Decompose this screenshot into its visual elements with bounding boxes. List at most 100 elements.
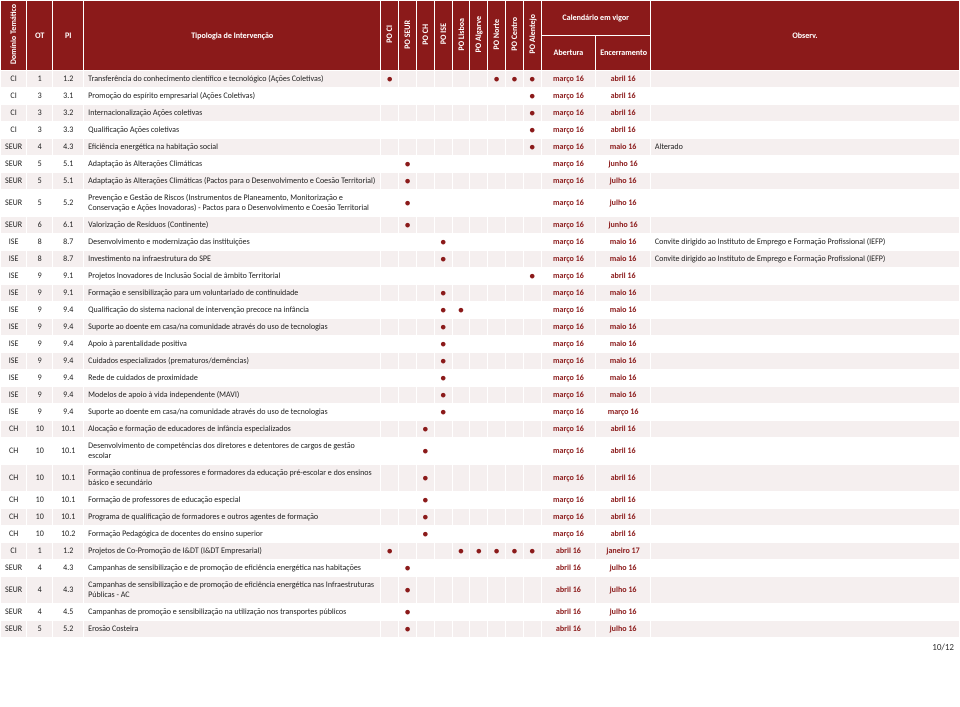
po-marker bbox=[452, 285, 470, 302]
obs-cell bbox=[650, 421, 959, 438]
po-marker: ● bbox=[434, 336, 452, 353]
table-row: ISE99.4Cuidados especializados (prematur… bbox=[1, 353, 960, 370]
po-marker bbox=[505, 319, 523, 336]
cell: ISE bbox=[1, 251, 27, 268]
table-header: Domínio Temático OT PI Tipologia de Inte… bbox=[1, 1, 960, 71]
cell: Formação de professores de educação espe… bbox=[84, 492, 381, 509]
po-marker bbox=[488, 105, 506, 122]
po-marker: ● bbox=[399, 621, 417, 638]
obs-cell bbox=[650, 285, 959, 302]
cell: ISE bbox=[1, 404, 27, 421]
obs-cell bbox=[650, 353, 959, 370]
date-cell: abril 16 bbox=[541, 560, 596, 577]
po-marker bbox=[452, 509, 470, 526]
cell: 4 bbox=[27, 139, 53, 156]
po-marker bbox=[470, 105, 488, 122]
date-cell: julho 16 bbox=[596, 560, 651, 577]
po-marker: ● bbox=[505, 543, 523, 560]
po-marker bbox=[488, 387, 506, 404]
table-row: CI11.2Projetos de Co-Promoção de I&DT (I… bbox=[1, 543, 960, 560]
po-marker bbox=[505, 285, 523, 302]
po-marker bbox=[505, 577, 523, 604]
po-marker bbox=[505, 156, 523, 173]
cell: CI bbox=[1, 122, 27, 139]
cell: ISE bbox=[1, 387, 27, 404]
table-row: SEUR44.3Campanhas de sensibilização e de… bbox=[1, 560, 960, 577]
cell: 6 bbox=[27, 217, 53, 234]
po-marker bbox=[416, 604, 434, 621]
cell: SEUR bbox=[1, 577, 27, 604]
col-tipologia: Tipologia de Intervenção bbox=[84, 1, 381, 71]
table-row: ISE88.7Investimento na infraestrutura do… bbox=[1, 251, 960, 268]
po-marker: ● bbox=[416, 421, 434, 438]
cell: 9.4 bbox=[53, 353, 84, 370]
table-row: ISE99.4Apoio à parentalidade positiva●ma… bbox=[1, 336, 960, 353]
cell: Eficiência energética na habitação socia… bbox=[84, 139, 381, 156]
cell: CH bbox=[1, 421, 27, 438]
date-cell: maio 16 bbox=[596, 336, 651, 353]
cell: ISE bbox=[1, 302, 27, 319]
po-marker bbox=[523, 370, 541, 387]
obs-cell bbox=[650, 122, 959, 139]
po-marker bbox=[416, 285, 434, 302]
po-marker bbox=[488, 285, 506, 302]
po-marker bbox=[470, 438, 488, 465]
po-marker bbox=[381, 156, 399, 173]
po-marker bbox=[434, 173, 452, 190]
po-marker bbox=[399, 543, 417, 560]
date-cell: março 16 bbox=[541, 71, 596, 88]
cell: ISE bbox=[1, 319, 27, 336]
cell: CH bbox=[1, 526, 27, 543]
po-marker bbox=[470, 492, 488, 509]
po-marker bbox=[416, 543, 434, 560]
po-marker bbox=[488, 190, 506, 217]
po-marker: ● bbox=[399, 560, 417, 577]
po-marker bbox=[470, 217, 488, 234]
date-cell: março 16 bbox=[541, 251, 596, 268]
date-cell: julho 16 bbox=[596, 190, 651, 217]
table-row: CH1010.1Alocação e formação de educadore… bbox=[1, 421, 960, 438]
po-marker: ● bbox=[381, 543, 399, 560]
po-marker bbox=[381, 285, 399, 302]
cell: 10 bbox=[27, 438, 53, 465]
po-marker bbox=[434, 71, 452, 88]
cell: CI bbox=[1, 71, 27, 88]
date-cell: janeiro 17 bbox=[596, 543, 651, 560]
table-row: CI11.2Transferência do conhecimento cien… bbox=[1, 71, 960, 88]
po-marker bbox=[434, 122, 452, 139]
table-row: SEUR55.2Prevenção e Gestão de Riscos (In… bbox=[1, 190, 960, 217]
po-marker bbox=[470, 509, 488, 526]
po-marker bbox=[399, 319, 417, 336]
table-row: ISE99.1Formação e sensibilização para um… bbox=[1, 285, 960, 302]
po-marker bbox=[488, 234, 506, 251]
po-marker: ● bbox=[523, 543, 541, 560]
cell: Apoio à parentalidade positiva bbox=[84, 336, 381, 353]
po-marker bbox=[470, 319, 488, 336]
date-cell: abril 16 bbox=[596, 268, 651, 285]
po-marker bbox=[434, 88, 452, 105]
po-marker bbox=[488, 302, 506, 319]
cell: ISE bbox=[1, 285, 27, 302]
po-marker bbox=[434, 526, 452, 543]
po-marker bbox=[488, 526, 506, 543]
cell: CH bbox=[1, 438, 27, 465]
cell: 5.2 bbox=[53, 621, 84, 638]
date-cell: maio 16 bbox=[596, 234, 651, 251]
date-cell: maio 16 bbox=[596, 251, 651, 268]
po-marker bbox=[505, 621, 523, 638]
po-marker: ● bbox=[434, 234, 452, 251]
cell: 5.1 bbox=[53, 173, 84, 190]
table-body: CI11.2Transferência do conhecimento cien… bbox=[1, 71, 960, 638]
cell: 5 bbox=[27, 156, 53, 173]
cell: 4.5 bbox=[53, 604, 84, 621]
po-marker bbox=[381, 88, 399, 105]
cell: SEUR bbox=[1, 156, 27, 173]
cell: Adaptação às Alterações Climáticas bbox=[84, 156, 381, 173]
po-marker bbox=[381, 509, 399, 526]
po-marker bbox=[505, 336, 523, 353]
po-marker bbox=[381, 251, 399, 268]
table-row: SEUR66.1Valorização de Resíduos (Contine… bbox=[1, 217, 960, 234]
po-marker bbox=[488, 156, 506, 173]
po-marker bbox=[488, 88, 506, 105]
po-marker: ● bbox=[434, 353, 452, 370]
